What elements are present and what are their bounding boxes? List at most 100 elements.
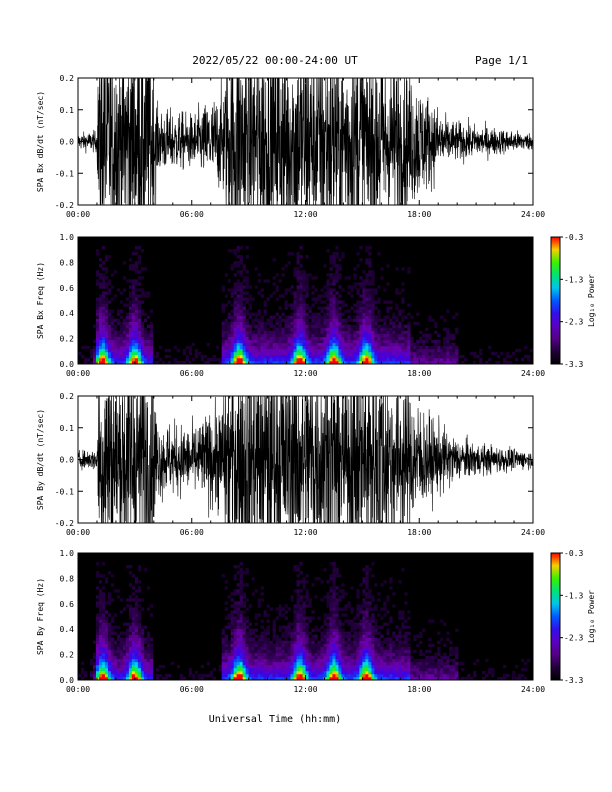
spectrogram-cell [284, 333, 288, 338]
spectrogram-cell [293, 273, 297, 277]
spectrogram-cell [242, 285, 246, 289]
spectrogram-cell [275, 321, 279, 325]
spectrogram-cell [221, 360, 225, 365]
spectrogram-cell [401, 643, 405, 648]
spectrogram-cell [407, 345, 411, 350]
spectrogram-cell [368, 318, 372, 322]
spectrogram-cell [134, 321, 139, 325]
spectrogram-cell [407, 664, 411, 669]
spectrogram-cell [296, 616, 300, 620]
spectrogram-cell [377, 345, 381, 350]
spectrogram-cell [335, 267, 339, 271]
spectrogram-cell [302, 649, 306, 654]
spectrogram-cell [116, 637, 121, 641]
spectrogram-cell [296, 640, 300, 645]
spectrogram-cell [269, 640, 273, 645]
spectrogram-cell [83, 670, 88, 675]
spectrogram-cell [356, 631, 360, 635]
spectrogram-cell [380, 339, 384, 344]
spectrogram-cell [431, 354, 435, 359]
spectrogram-cell [239, 351, 243, 356]
spectrogram-cell [128, 285, 133, 289]
spectrogram-cell [107, 598, 112, 602]
spectrogram-cell [365, 321, 369, 325]
spectrogram-cell [239, 625, 243, 629]
spectrogram-cell [422, 673, 426, 678]
spectrogram-cell [239, 592, 243, 596]
spectrogram-cell [398, 646, 402, 651]
spectrogram-cell [260, 646, 264, 651]
spectrogram-cell [239, 303, 243, 307]
spectrogram-cell [278, 613, 282, 617]
spectrogram-cell [449, 676, 453, 681]
spectrogram-cell [332, 300, 336, 304]
spectrogram-cell [89, 670, 94, 675]
spectrogram-cell [104, 282, 109, 286]
spectrogram-cell [245, 631, 249, 635]
spectrogram-cell [278, 646, 282, 651]
spectrogram-cell [380, 667, 384, 672]
spectrogram-cell [374, 351, 378, 356]
spectrogram-cell [284, 649, 288, 654]
spectrogram-cell [281, 267, 285, 271]
spectrogram-cell [275, 637, 279, 641]
spectrogram-cell [260, 658, 264, 663]
spectrogram-cell [410, 354, 414, 359]
spectrogram-cell [452, 667, 456, 672]
spectrogram-cell [122, 649, 127, 654]
spectrogram-cell [254, 661, 258, 666]
spectrogram-cell [344, 342, 348, 347]
spectrogram-cell [248, 306, 252, 310]
spectrogram-cell [143, 357, 148, 362]
spectrogram-cell [269, 661, 273, 666]
spectrogram-cell [326, 360, 330, 365]
spectrogram-cell [386, 595, 390, 599]
spectrogram-cell [383, 333, 387, 338]
spectrogram-cell [128, 646, 133, 651]
spectrogram-cell [104, 676, 109, 681]
spectrogram-cell [329, 282, 333, 286]
spectrogram-cell [332, 631, 336, 635]
spectrogram-cell [251, 658, 255, 663]
spectrogram-cell [326, 598, 330, 602]
spectrogram-cell [128, 631, 133, 635]
spectrogram-cell [248, 664, 252, 669]
spectrogram-cell [107, 309, 112, 313]
spectrogram-cell [317, 294, 321, 298]
spectrogram-cell [392, 652, 396, 657]
spectrogram-cell [296, 312, 300, 316]
spectrogram-cell [335, 273, 339, 277]
spectrogram-cell [260, 321, 264, 325]
spectrogram-cell [302, 637, 306, 641]
spectrogram-cell [137, 306, 142, 310]
spectrogram-cell [344, 339, 348, 344]
spectrogram-cell [497, 360, 501, 365]
spectrogram-cell [134, 279, 139, 283]
spectrogram-cell [233, 333, 237, 338]
spectrogram-cell [302, 628, 306, 632]
spectrogram-cell [140, 342, 145, 347]
spectrogram-cell [452, 673, 456, 678]
spectrogram-cell [146, 652, 151, 657]
spectrogram-cell [260, 598, 264, 602]
spectrogram-cell [326, 342, 330, 347]
spectrogram-cell [98, 625, 103, 629]
spectrogram-cell [302, 327, 306, 332]
spectrogram-cell [287, 643, 291, 648]
spectrogram-cell [233, 652, 237, 657]
spectrogram-cell [272, 333, 276, 338]
spectrogram-cell [353, 267, 357, 271]
spectrogram-cell [290, 667, 294, 672]
spectrogram-cell [272, 619, 276, 623]
spectrogram-cell [386, 330, 390, 335]
spectrogram-cell [455, 664, 459, 669]
spectrogram-cell [362, 625, 366, 629]
spectrogram-cell [146, 357, 151, 362]
spectrogram-cell [302, 348, 306, 353]
spectrogram-cell [311, 649, 315, 654]
spectrogram-cell [338, 667, 342, 672]
spectrogram-cell [341, 327, 345, 332]
spectrogram-cell [122, 607, 127, 611]
spectrogram-cell [284, 300, 288, 304]
spectrogram-cell [323, 673, 327, 678]
